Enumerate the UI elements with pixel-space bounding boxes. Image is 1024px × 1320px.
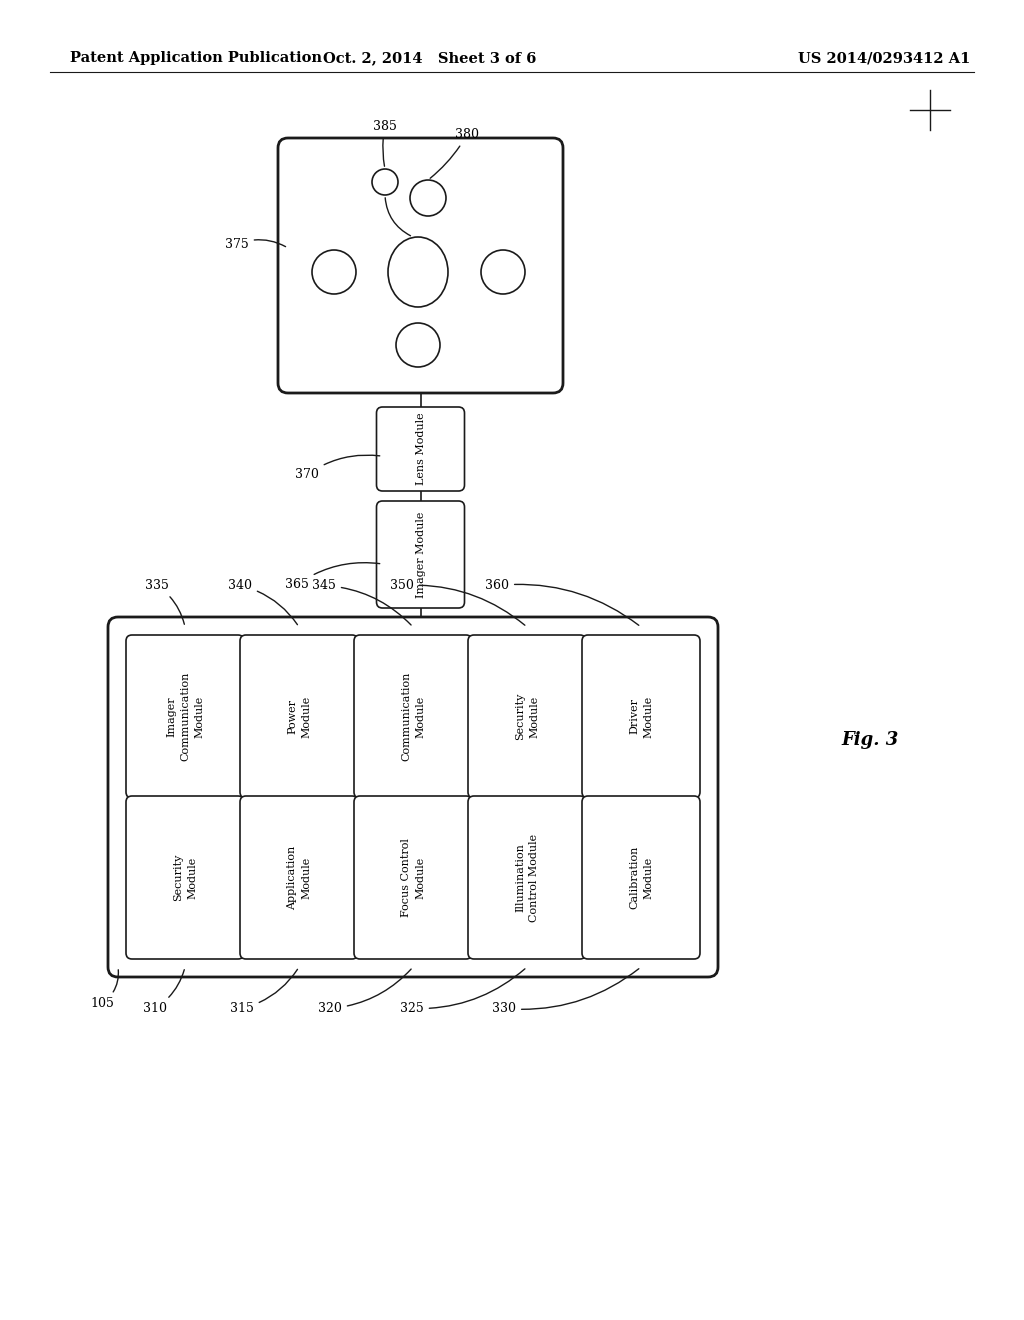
Text: Security
Module: Security Module: [515, 693, 539, 741]
FancyBboxPatch shape: [468, 796, 586, 960]
Text: Driver
Module: Driver Module: [629, 696, 653, 738]
FancyBboxPatch shape: [354, 796, 472, 960]
Text: Fig. 3: Fig. 3: [842, 731, 899, 748]
FancyBboxPatch shape: [468, 635, 586, 799]
Text: Power
Module: Power Module: [287, 696, 311, 738]
Text: Imager Module: Imager Module: [416, 511, 426, 598]
Text: 370: 370: [295, 455, 380, 482]
Text: 380: 380: [430, 128, 479, 178]
Text: 385: 385: [373, 120, 397, 166]
Text: 335: 335: [145, 579, 184, 624]
Text: 375: 375: [225, 238, 286, 251]
Text: 315: 315: [230, 969, 298, 1015]
Ellipse shape: [388, 238, 449, 308]
Text: Illumination
Control Module: Illumination Control Module: [515, 833, 539, 921]
FancyBboxPatch shape: [240, 796, 358, 960]
Text: Communication
Module: Communication Module: [401, 672, 425, 762]
Text: Lens Module: Lens Module: [416, 413, 426, 486]
Text: 310: 310: [143, 970, 184, 1015]
FancyBboxPatch shape: [108, 616, 718, 977]
Text: 345: 345: [312, 579, 411, 624]
Text: 325: 325: [400, 969, 525, 1015]
Text: Calibration
Module: Calibration Module: [629, 846, 653, 909]
FancyBboxPatch shape: [354, 635, 472, 799]
Text: Security
Module: Security Module: [173, 854, 197, 902]
Text: Application
Module: Application Module: [287, 845, 311, 909]
Text: 320: 320: [318, 969, 411, 1015]
FancyBboxPatch shape: [377, 502, 465, 609]
Text: Patent Application Publication: Patent Application Publication: [70, 51, 322, 65]
Text: 365: 365: [285, 562, 380, 591]
FancyBboxPatch shape: [126, 635, 244, 799]
Text: 360: 360: [485, 579, 639, 626]
Text: Oct. 2, 2014   Sheet 3 of 6: Oct. 2, 2014 Sheet 3 of 6: [324, 51, 537, 65]
Circle shape: [481, 249, 525, 294]
Text: 105: 105: [90, 970, 119, 1010]
FancyBboxPatch shape: [377, 407, 465, 491]
Circle shape: [396, 323, 440, 367]
FancyBboxPatch shape: [582, 635, 700, 799]
Text: Imager
Communication
Module: Imager Communication Module: [166, 672, 204, 762]
Text: 350: 350: [390, 579, 525, 626]
FancyBboxPatch shape: [240, 635, 358, 799]
Text: US 2014/0293412 A1: US 2014/0293412 A1: [798, 51, 970, 65]
Text: 330: 330: [492, 969, 639, 1015]
Circle shape: [312, 249, 356, 294]
Circle shape: [410, 180, 446, 216]
FancyBboxPatch shape: [126, 796, 244, 960]
Circle shape: [372, 169, 398, 195]
FancyBboxPatch shape: [582, 796, 700, 960]
Text: 340: 340: [228, 579, 297, 624]
Text: Focus Control
Module: Focus Control Module: [401, 838, 425, 917]
FancyBboxPatch shape: [278, 139, 563, 393]
